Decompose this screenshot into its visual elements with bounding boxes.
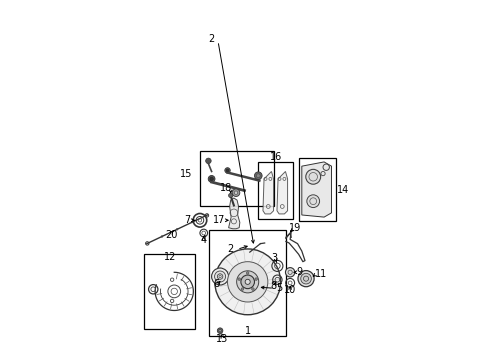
Circle shape xyxy=(305,169,320,184)
Bar xyxy=(200,151,274,207)
Bar xyxy=(209,230,285,336)
Text: 16: 16 xyxy=(269,152,282,162)
Circle shape xyxy=(176,229,178,230)
Circle shape xyxy=(306,195,319,208)
Text: 12: 12 xyxy=(163,252,176,262)
Circle shape xyxy=(234,191,237,194)
Circle shape xyxy=(219,275,221,278)
Polygon shape xyxy=(263,171,273,214)
Polygon shape xyxy=(301,162,331,217)
Bar xyxy=(298,158,335,221)
Circle shape xyxy=(300,273,311,284)
Text: 2: 2 xyxy=(208,34,214,44)
Text: 1: 1 xyxy=(244,326,250,336)
Bar xyxy=(258,162,293,219)
Polygon shape xyxy=(228,198,239,229)
Text: 20: 20 xyxy=(165,230,177,240)
Circle shape xyxy=(217,328,223,333)
Text: 6: 6 xyxy=(213,279,220,289)
Circle shape xyxy=(251,288,254,290)
Circle shape xyxy=(238,278,240,280)
Circle shape xyxy=(246,272,248,274)
Circle shape xyxy=(285,267,294,277)
Text: 3: 3 xyxy=(271,253,277,264)
Text: 18: 18 xyxy=(220,184,232,193)
Circle shape xyxy=(217,274,223,279)
Circle shape xyxy=(191,221,193,223)
Text: 13: 13 xyxy=(216,334,228,344)
Circle shape xyxy=(241,275,254,289)
Circle shape xyxy=(254,172,262,180)
Circle shape xyxy=(232,189,239,197)
Circle shape xyxy=(209,177,213,181)
Circle shape xyxy=(214,271,225,282)
Circle shape xyxy=(218,329,221,332)
Text: 7: 7 xyxy=(184,215,190,225)
Circle shape xyxy=(161,236,163,237)
Circle shape xyxy=(227,262,267,302)
Circle shape xyxy=(211,268,228,285)
Circle shape xyxy=(256,174,260,177)
Circle shape xyxy=(214,249,280,315)
Text: 14: 14 xyxy=(336,185,348,194)
Text: 4: 4 xyxy=(200,235,206,245)
Text: 8: 8 xyxy=(270,281,276,291)
Circle shape xyxy=(303,276,308,281)
Text: 2: 2 xyxy=(227,244,233,255)
Text: 15: 15 xyxy=(180,168,192,179)
Circle shape xyxy=(226,169,228,172)
Circle shape xyxy=(254,278,257,280)
Circle shape xyxy=(224,168,230,173)
Circle shape xyxy=(244,279,250,284)
Circle shape xyxy=(241,288,243,290)
Text: 10: 10 xyxy=(284,285,296,295)
Circle shape xyxy=(205,158,211,164)
Text: 5: 5 xyxy=(276,283,282,293)
Text: 11: 11 xyxy=(314,269,326,279)
Bar xyxy=(143,254,194,329)
Circle shape xyxy=(236,271,258,293)
Text: 9: 9 xyxy=(295,267,302,277)
Polygon shape xyxy=(276,171,287,214)
Circle shape xyxy=(297,271,313,287)
Circle shape xyxy=(228,193,232,198)
Text: 17: 17 xyxy=(213,215,225,225)
Text: 19: 19 xyxy=(289,223,301,233)
Circle shape xyxy=(208,176,215,182)
